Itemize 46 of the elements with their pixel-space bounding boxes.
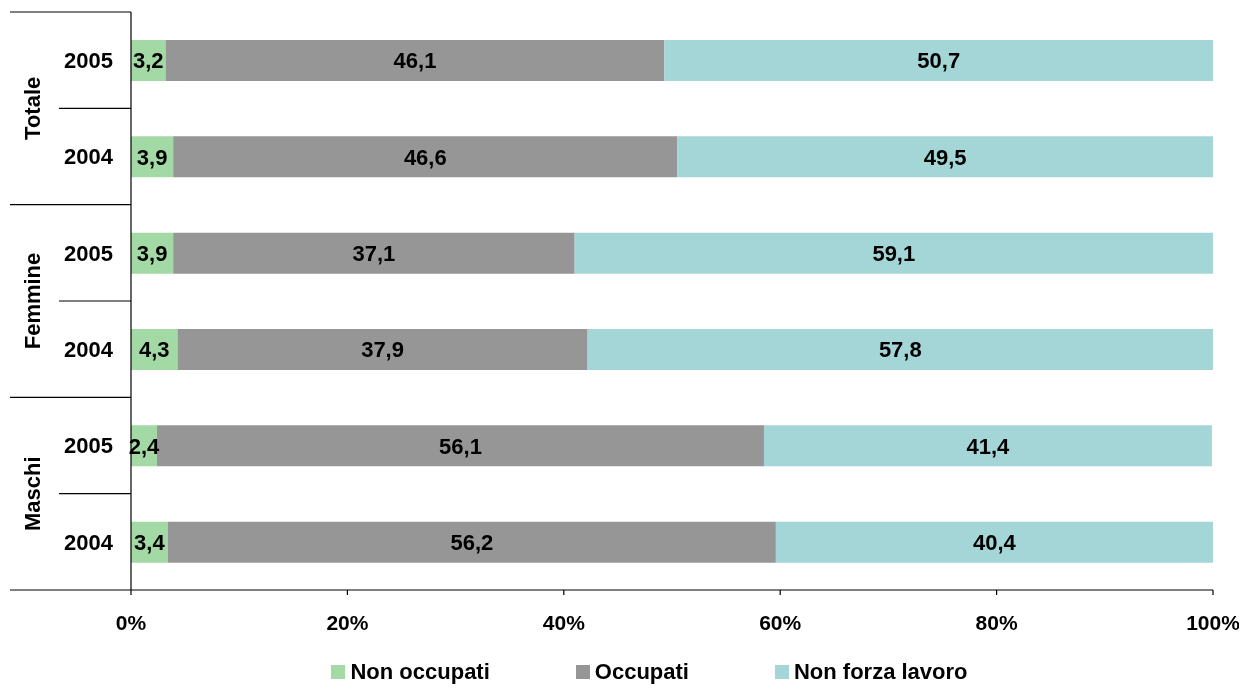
x-tick-label: 100%	[1186, 610, 1241, 634]
bar	[177, 329, 588, 370]
data-label: 4,3	[138, 337, 170, 363]
data-label: 46,6	[403, 144, 447, 170]
data-label: 57,8	[878, 337, 922, 363]
y-tick-label: 2004	[64, 144, 114, 170]
x-tick-label: 80%	[975, 610, 1018, 634]
x-tick-label: 20%	[326, 610, 369, 634]
bar	[677, 136, 1213, 178]
bar	[763, 425, 1212, 467]
data-label: 37,9	[361, 337, 404, 363]
y-tick-label: 2005	[64, 48, 113, 74]
data-label: 50,7	[917, 48, 961, 74]
data-label: 3,2	[133, 48, 164, 74]
y-tick-label: 2005	[64, 433, 113, 459]
data-label: 3,9	[136, 240, 168, 266]
y-tick-label: 2005	[64, 240, 113, 266]
text: Femmine	[19, 252, 45, 350]
y-tick-label: 2004	[64, 337, 114, 363]
bar	[165, 40, 665, 81]
bar	[775, 521, 1213, 563]
data-label: 56,2	[450, 529, 494, 555]
bar	[664, 40, 1213, 81]
bar	[167, 521, 776, 563]
data-label: 56,1	[439, 433, 482, 459]
data-label: 37,1	[352, 240, 396, 266]
legend-label: Non forza lavoro	[793, 659, 968, 684]
y-tick-label: 2004	[64, 529, 114, 555]
data-label: 49,5	[923, 144, 967, 170]
x-tick-label: 40%	[542, 610, 586, 634]
data-label: 40,4	[973, 529, 1017, 555]
text: Totale	[19, 76, 45, 140]
x-tick-label: 60%	[759, 610, 802, 634]
data-label: 3,4	[134, 529, 166, 555]
text: Maschi	[19, 456, 45, 531]
data-label: 41,4	[966, 433, 1011, 459]
x-tick-label: 0%	[115, 610, 147, 634]
bar	[587, 329, 1213, 370]
data-label: 3,9	[136, 144, 168, 170]
bar	[574, 232, 1213, 274]
data-label: 59,1	[872, 240, 916, 266]
legend-label: Non occupati	[350, 659, 490, 684]
bar	[173, 232, 575, 274]
data-label: 46,1	[393, 48, 437, 74]
bar	[173, 136, 678, 178]
legend-label: Occupati	[594, 659, 689, 684]
